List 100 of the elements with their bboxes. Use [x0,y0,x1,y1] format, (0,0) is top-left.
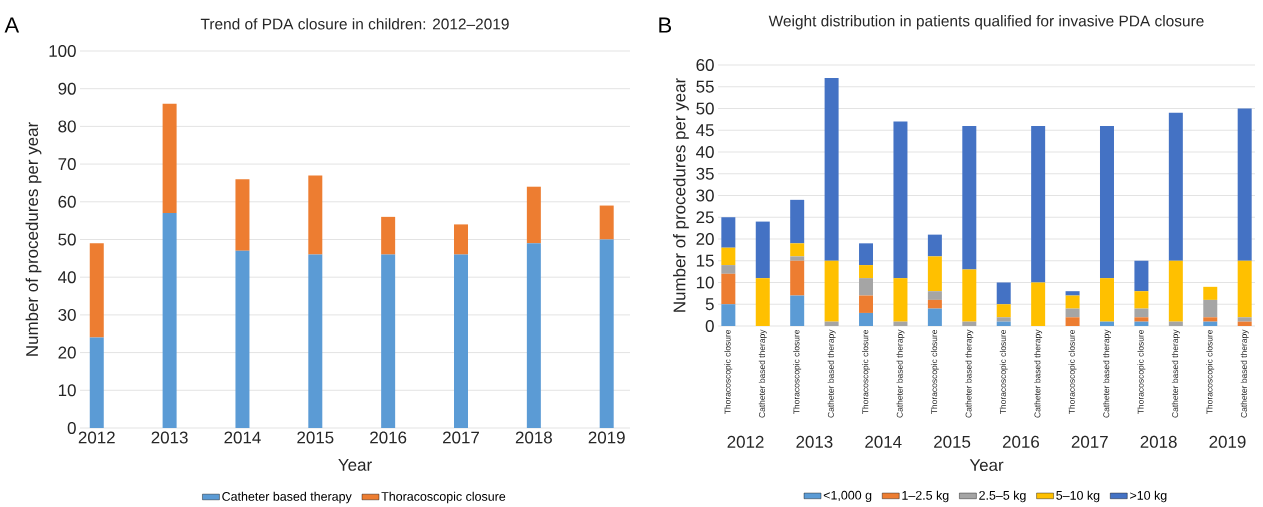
x-tick-label: 2015 [297,431,334,444]
bar [1237,108,1252,261]
bar [790,260,805,296]
x-tick-label: Thoracoscopic closure [1068,329,1077,415]
bar [721,304,736,326]
x-tick-label: 2019 [588,431,625,444]
bar [308,254,323,428]
bar [1099,321,1114,326]
y-tick-label: 20 [58,346,76,359]
bar [454,224,468,255]
bar [599,205,614,240]
x-tick-label: 2018 [515,431,552,444]
bar [526,186,541,244]
legend-label: >10 kg [1130,490,1167,503]
bar [927,308,942,326]
bar [962,125,977,270]
x-tick-label: Thoracoscopic closure [724,329,733,415]
bar [996,317,1011,322]
y-tick-label: 30 [696,189,714,202]
bar [454,254,468,428]
bar [1168,260,1183,322]
bar [996,282,1011,305]
x-tick-label: Thoracoscopic closure [793,329,802,415]
y-tick-label: 70 [58,158,76,171]
bar [1099,125,1114,279]
y-tick-label: 45 [696,124,714,137]
bar [1168,321,1183,326]
bar [927,299,942,309]
bar [927,291,942,300]
y-tick-label: 60 [58,195,76,208]
bar [927,234,942,257]
bar [308,175,323,255]
x-tick-label: Catheter based therapy [827,329,836,418]
text: A [4,17,20,33]
x-tick-label: Catheter based therapy [758,329,767,418]
y-axis-title: Number of procedures per year [25,122,42,356]
bar [89,243,104,338]
legend-label: 5–10 kg [1056,490,1100,503]
y-tick-label: 80 [58,120,76,133]
x-tick-label: Catheter based therapy [1240,329,1249,418]
bar [824,321,839,326]
bar [1237,317,1252,322]
x-axis-title: Year [969,459,1004,472]
bar [1065,291,1080,296]
y-tick-label: 30 [58,308,76,321]
y-tick-label: 0 [67,421,76,434]
bar [1134,260,1149,292]
bar [996,304,1011,318]
y-tick-label: 50 [58,233,76,246]
bar [381,216,396,255]
bar [755,278,770,326]
bar [893,121,908,279]
x-tick-label: Thoracoscopic closure [930,329,939,415]
bar [721,217,736,248]
x-tick-label: Catheter based therapy [965,329,974,418]
bar [1203,321,1218,326]
bar [235,250,250,428]
y-tick-label: 90 [58,82,76,95]
chart-title: Weight distribution in patients qualified for invasive PDA closure [768,15,1204,30]
bar [755,221,770,279]
y-tick-label: 10 [696,276,714,289]
bar [859,243,874,266]
bar [859,312,874,326]
bar [1065,308,1080,318]
bar [162,103,177,214]
y-tick-label: 10 [58,384,76,397]
x-tick-label: 2012 [78,431,115,444]
chart-title: Trend of PDA closure in children: 2012–2019 [200,18,509,30]
y-tick-label: 0 [705,319,714,332]
bar [1168,112,1183,261]
x-tick-label: 2017 [443,431,479,444]
x-tick-label: Catheter based therapy [896,329,905,418]
bar [996,321,1011,326]
text: B [659,17,672,33]
bar [790,256,805,261]
bar [1134,317,1149,322]
bar [721,273,736,305]
bar [927,256,942,292]
bar [859,278,874,296]
bar [89,337,104,428]
bar [1031,282,1046,326]
y-tick-label: 100 [49,44,76,57]
bar [790,243,805,257]
x-tick-label: Thoracoscopic closure [1137,329,1146,415]
bar [1203,317,1218,322]
bar [1237,260,1252,318]
x-tick-label: Catheter based therapy [1034,329,1043,418]
x-tick-label: 2013 [151,431,188,444]
x-tick-label: Thoracoscopic closure [999,329,1008,415]
x-tick-label: 2016 [370,431,407,444]
legend-label: <1,000 g [823,490,872,503]
bar [526,243,541,428]
bar [1203,286,1218,300]
y-tick-label: 5 [705,298,714,311]
legend-label: 1–2.5 kg [902,490,949,503]
bar [962,269,977,322]
bar [1237,321,1252,326]
bar [893,278,908,322]
y-tick-label: 40 [58,271,76,284]
y-tick-label: 35 [696,167,714,180]
